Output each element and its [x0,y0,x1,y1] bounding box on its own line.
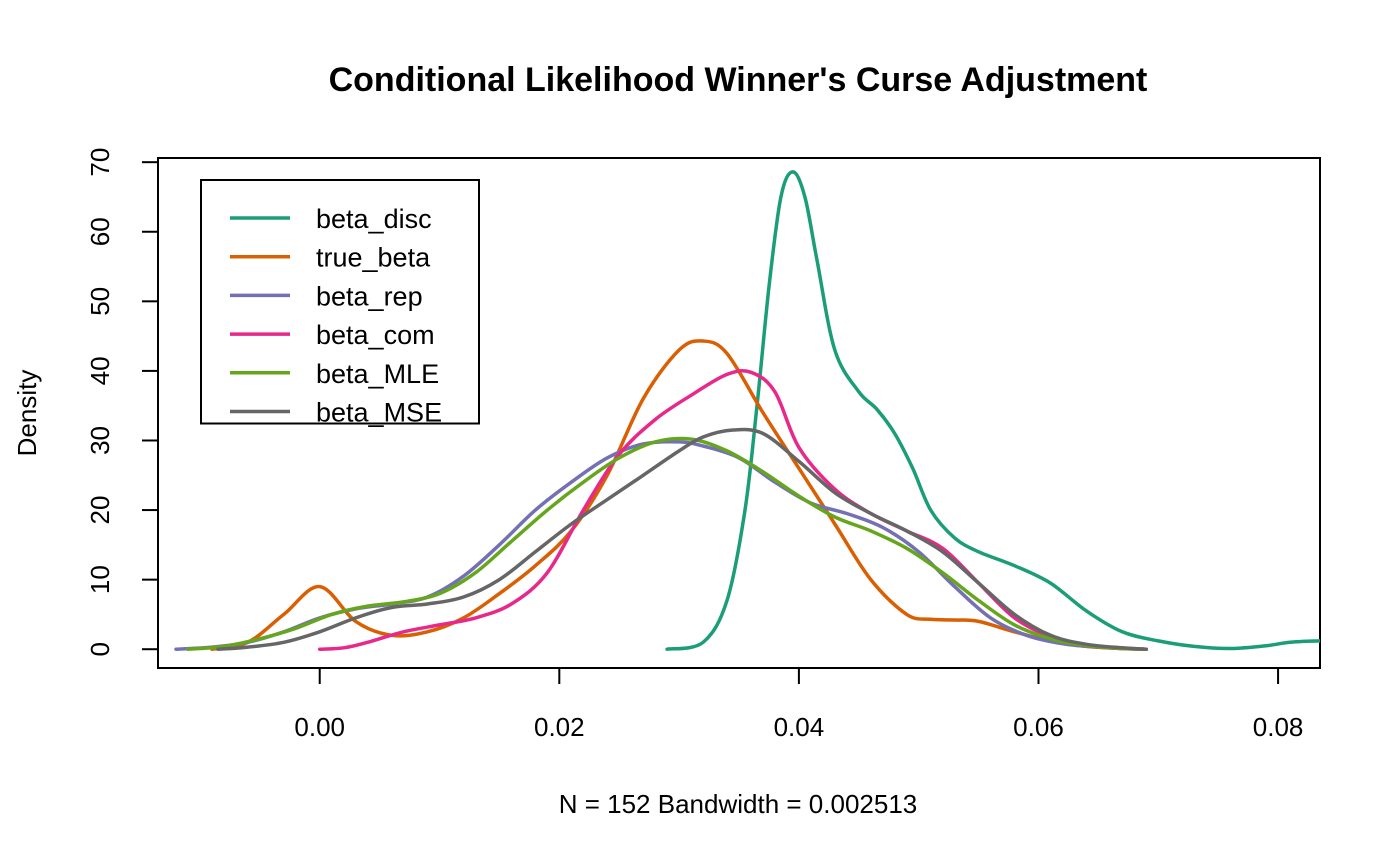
y-axis: 0 10 20 30 40 50 60 70 [85,148,159,656]
legend-label-beta_MLE: beta_MLE [316,359,439,389]
y-tick-label: 40 [85,356,115,385]
y-tick-label: 70 [85,148,115,177]
y-tick-label: 50 [85,287,115,316]
series-line-beta_MLE [186,436,1149,651]
legend-label-beta_MSE: beta_MSE [316,398,442,428]
legend-box [200,179,480,425]
series-line-beta_disc [665,170,1320,651]
legend: beta_disc true_beta beta_rep beta_com beta_M… [200,179,480,428]
y-tick-label: 0 [85,642,115,656]
x-tick-label: 0.08 [1253,712,1304,742]
x-tick-label: 0.04 [774,712,825,742]
y-tick-label: 10 [85,565,115,594]
series-line-beta_MSE [216,427,1149,651]
y-axis-label: Density [12,370,42,457]
x-axis: 0.00 0.02 0.04 0.06 0.08 [294,667,1304,742]
chart-title: Conditional Likelihood Winner's Curse Ad… [329,61,1148,99]
legend-label-true_beta: true_beta [316,243,431,273]
x-tick-label: 0.02 [534,712,585,742]
x-axis-label: N = 152 Bandwidth = 0.002513 [559,789,918,819]
y-tick-label: 30 [85,426,115,455]
series-layer [174,170,1320,651]
x-tick-label: 0.00 [294,712,345,742]
legend-label-beta_disc: beta_disc [316,204,432,234]
y-tick-label: 60 [85,217,115,246]
legend-label-beta_com: beta_com [316,320,435,350]
x-tick-label: 0.06 [1013,712,1064,742]
y-tick-label: 20 [85,496,115,525]
series-line-beta_com [317,368,1149,651]
series-line-true_beta [210,339,1149,651]
legend-label-beta_rep: beta_rep [316,281,423,311]
